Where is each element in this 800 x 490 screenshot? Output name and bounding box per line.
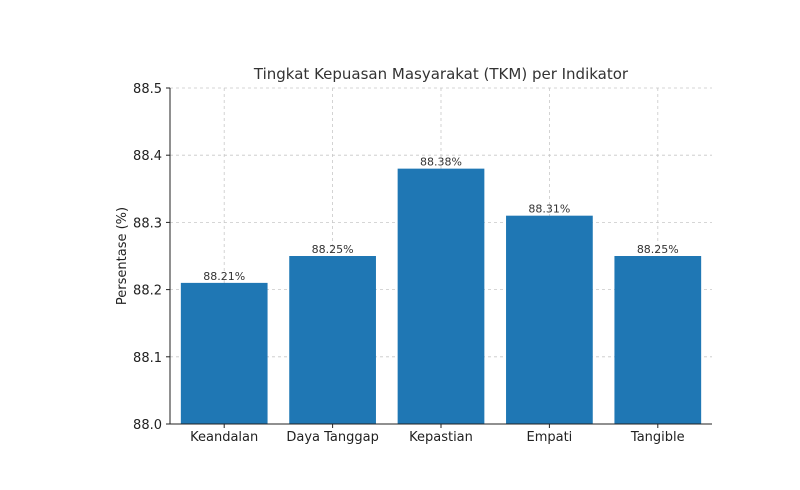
data-label: 88.31%	[528, 203, 570, 216]
y-tick-label: 88.5	[133, 82, 162, 97]
bar	[180, 282, 268, 424]
x-tick-label: Empati	[526, 430, 572, 445]
x-tick-label: Keandalan	[190, 430, 258, 445]
labels-layer: 88.0 88.1 88.2 88.3 88.4 88.5 88.21% Keandalan 8…	[133, 82, 685, 445]
axes-layer	[166, 87, 712, 428]
y-tick-label: 88.3	[133, 216, 162, 231]
y-tick-label: 88.2	[133, 284, 162, 299]
y-tick-label: 88.1	[133, 351, 162, 366]
bar	[506, 215, 593, 424]
y-tick-label: 88.0	[133, 418, 162, 433]
y-axis-label: Persentase (%)	[115, 207, 130, 305]
bar	[289, 256, 376, 424]
x-tick-label: Kepastian	[409, 430, 473, 445]
data-label: 88.38%	[420, 156, 462, 169]
bars-layer	[180, 168, 702, 424]
x-tick-label: Daya Tanggap	[286, 430, 379, 445]
x-tick-label: Tangible	[630, 430, 685, 445]
data-label: 88.21%	[203, 270, 245, 283]
bar	[397, 168, 485, 424]
chart-title: Tingkat Kepuasan Masyarakat (TKM) per In…	[253, 65, 629, 83]
data-label: 88.25%	[312, 243, 354, 256]
bar	[614, 256, 702, 424]
y-tick-label: 88.4	[133, 149, 162, 164]
data-label: 88.25%	[637, 243, 679, 256]
